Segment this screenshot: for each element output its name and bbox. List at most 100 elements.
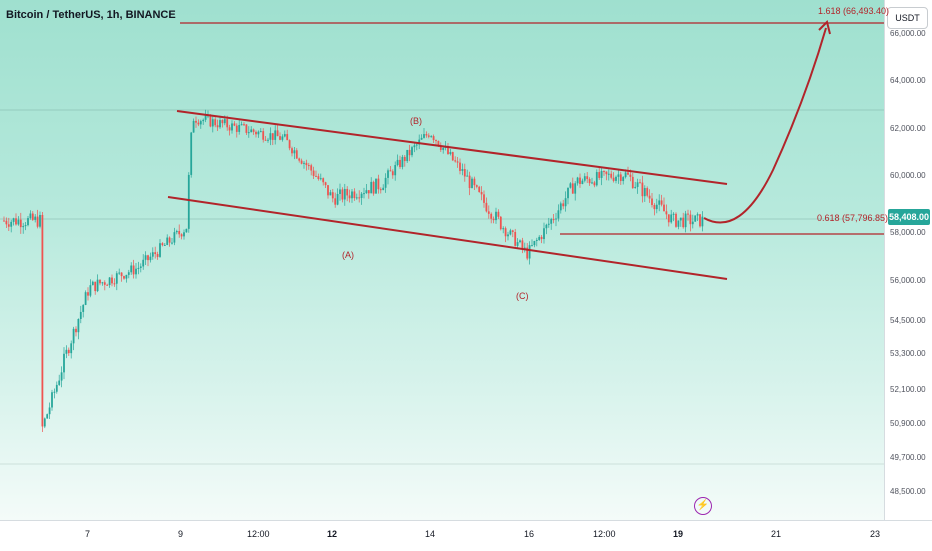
candle-body bbox=[569, 183, 572, 188]
candle-body bbox=[605, 171, 608, 175]
candle-body bbox=[243, 124, 245, 126]
candle-body bbox=[547, 223, 550, 225]
candle-body bbox=[29, 213, 32, 219]
candle-body bbox=[624, 172, 627, 178]
candle-body bbox=[495, 211, 497, 221]
candle-body bbox=[192, 120, 195, 133]
wave-label-b: (B) bbox=[410, 116, 422, 126]
candle-body bbox=[159, 243, 161, 257]
candle-body bbox=[622, 177, 625, 182]
candle-body bbox=[341, 189, 344, 200]
candle-body bbox=[324, 182, 327, 186]
candle-body bbox=[5, 220, 8, 225]
candlestick-series[interactable] bbox=[3, 109, 704, 433]
candle-body bbox=[211, 119, 214, 127]
candle-body bbox=[543, 228, 545, 240]
candle-body bbox=[526, 247, 529, 259]
candle-body bbox=[449, 152, 452, 155]
candle-body bbox=[339, 189, 341, 195]
candle-body bbox=[257, 131, 260, 135]
candle-body bbox=[271, 133, 274, 140]
candle-body bbox=[502, 228, 505, 230]
candle-body bbox=[348, 195, 351, 199]
candle-body bbox=[209, 115, 212, 127]
price-label: 48,500.00 bbox=[890, 487, 926, 496]
candle-body bbox=[552, 219, 555, 221]
candle-body bbox=[161, 243, 164, 246]
candle-body bbox=[557, 210, 560, 219]
candle-body bbox=[615, 176, 617, 181]
candle-body bbox=[430, 136, 433, 138]
candle-body bbox=[679, 217, 682, 221]
currency-selector[interactable]: USDT bbox=[887, 7, 928, 29]
candle-body bbox=[629, 174, 632, 177]
candle-body bbox=[279, 136, 281, 140]
candle-body bbox=[24, 225, 27, 227]
candle-body bbox=[696, 214, 699, 216]
candle-body bbox=[437, 140, 440, 146]
candle-body bbox=[641, 182, 644, 197]
price-label: 62,000.00 bbox=[890, 124, 926, 133]
price-chart[interactable] bbox=[0, 0, 884, 520]
candle-body bbox=[531, 245, 533, 247]
candle-body bbox=[667, 214, 670, 223]
candle-body bbox=[166, 237, 169, 245]
candle-body bbox=[199, 121, 202, 125]
candle-body bbox=[574, 183, 577, 194]
time-label: 12:00 bbox=[247, 529, 270, 539]
drawings[interactable] bbox=[167, 20, 884, 280]
candle-body bbox=[274, 130, 277, 140]
candle-body bbox=[96, 279, 99, 292]
candle-body bbox=[483, 194, 485, 203]
candle-body bbox=[401, 156, 404, 168]
candle-body bbox=[334, 198, 337, 205]
candle-body bbox=[701, 216, 704, 227]
time-label: 23 bbox=[870, 529, 881, 539]
candle-body bbox=[382, 187, 385, 191]
candle-body bbox=[276, 130, 279, 137]
candle-body bbox=[535, 239, 538, 241]
candle-body bbox=[267, 139, 269, 141]
candle-body bbox=[190, 132, 193, 175]
candle-body bbox=[509, 230, 512, 235]
candle-body bbox=[567, 187, 569, 199]
candle-body bbox=[60, 372, 63, 381]
candle-body bbox=[672, 213, 675, 215]
candle-body bbox=[55, 384, 58, 392]
candle-body bbox=[370, 181, 373, 194]
channel-upper-line bbox=[176, 110, 728, 185]
candle-body bbox=[101, 282, 104, 284]
candle-body bbox=[353, 191, 356, 199]
candle-body bbox=[113, 283, 116, 285]
candle-body bbox=[533, 240, 536, 246]
candle-body bbox=[480, 191, 483, 195]
candle-body bbox=[593, 182, 596, 186]
candle-body bbox=[67, 349, 70, 354]
wave-label-c: (C) bbox=[516, 291, 529, 301]
candle-body bbox=[425, 134, 428, 136]
candle-body bbox=[185, 228, 188, 233]
candle-body bbox=[651, 198, 653, 206]
candle-body bbox=[471, 178, 473, 189]
time-axis[interactable]: 7 9 12:00 12 14 16 12:00 19 21 23 bbox=[0, 520, 932, 551]
candle-body bbox=[490, 213, 493, 219]
candle-body bbox=[514, 231, 517, 246]
candle-body bbox=[180, 234, 183, 237]
candle-body bbox=[106, 284, 109, 286]
time-label: 21 bbox=[771, 529, 782, 539]
candle-body bbox=[540, 236, 543, 240]
flash-icon[interactable]: ⚡ bbox=[694, 497, 712, 515]
candle-body bbox=[550, 219, 553, 224]
candle-body bbox=[660, 200, 663, 205]
candle-body bbox=[591, 182, 593, 184]
candle-body bbox=[135, 268, 137, 275]
candle-body bbox=[336, 194, 339, 205]
candle-body bbox=[291, 148, 293, 154]
price-label: 58,000.00 bbox=[890, 228, 926, 237]
candle-body bbox=[358, 197, 361, 199]
candle-body bbox=[377, 178, 380, 190]
price-label: 49,700.00 bbox=[890, 453, 926, 462]
candle-body bbox=[22, 226, 25, 228]
candle-body bbox=[298, 158, 301, 161]
price-axis[interactable] bbox=[884, 0, 932, 520]
